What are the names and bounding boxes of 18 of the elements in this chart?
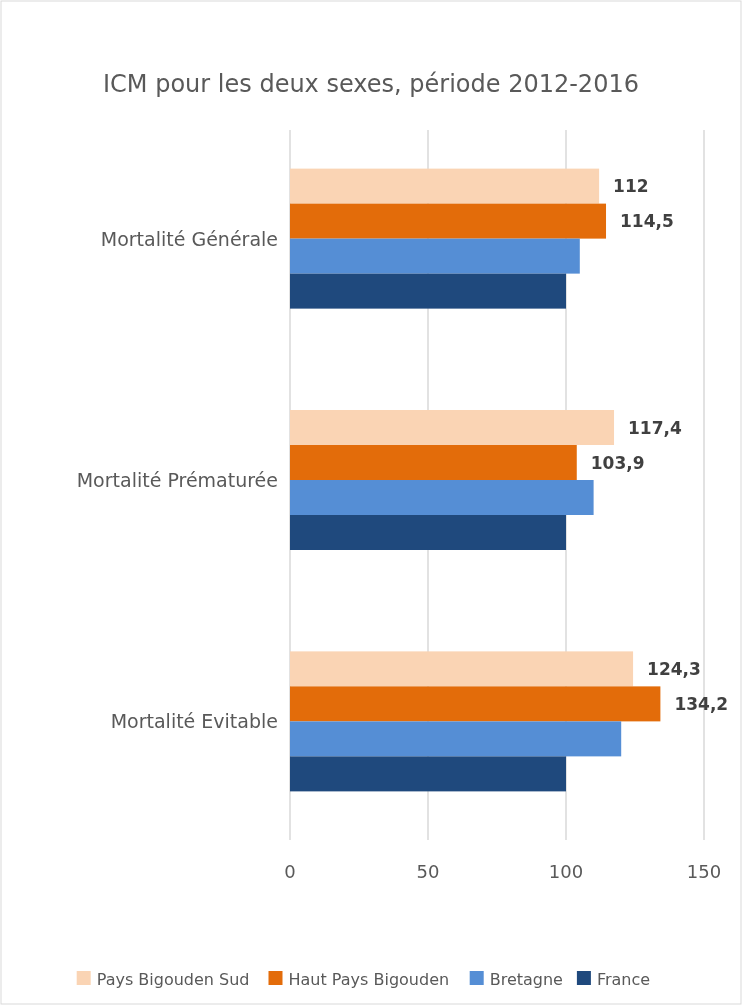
data-label: 112 [613,176,649,197]
data-label: 103,9 [590,452,645,473]
legend-label: Pays Bigouden Sud [96,970,250,989]
y-tick-label: Mortalité Evitable [110,710,278,733]
x-tick-label: 100 [548,861,584,882]
x-tick-label: 150 [686,861,722,882]
data-label: 117,4 [628,417,682,438]
y-tick-label: Mortalité Générale [100,227,278,250]
legend-label: Haut Pays Bigouden [288,970,450,989]
legend-label: France [596,970,651,989]
y-tick-label: Mortalité Prématurée [76,469,278,491]
x-tick-label: 0 [284,861,296,882]
legend-label: Bretagne [489,970,563,989]
data-label: 124,3 [647,658,701,679]
data-label: 134,2 [674,693,729,714]
x-tick-label: 50 [416,861,440,882]
chart-title: ICM pour les deux sexes, période 2012-2016 [103,70,639,98]
data-label: 114,5 [620,211,674,232]
